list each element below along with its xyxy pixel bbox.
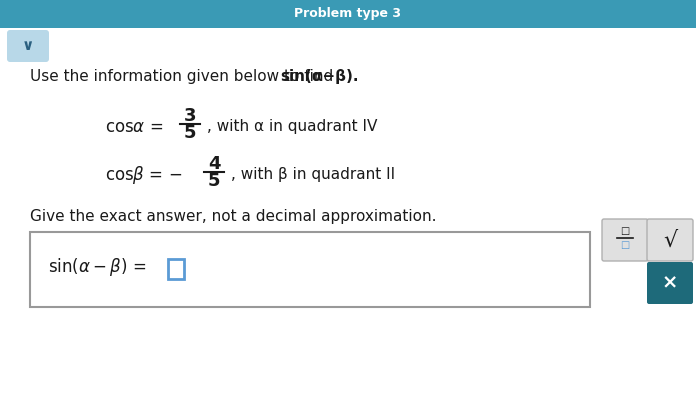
Text: , with α in quadrant IV: , with α in quadrant IV <box>207 120 377 134</box>
Text: Problem type 3: Problem type 3 <box>294 7 402 20</box>
Text: ×: × <box>662 274 678 293</box>
Text: cos$\beta$ = $-$: cos$\beta$ = $-$ <box>105 164 182 186</box>
FancyBboxPatch shape <box>7 30 49 62</box>
FancyBboxPatch shape <box>647 219 693 261</box>
Bar <box>0 0 696 28</box>
Text: □: □ <box>620 240 630 250</box>
Text: □: □ <box>620 226 630 236</box>
FancyBboxPatch shape <box>30 232 590 307</box>
FancyBboxPatch shape <box>647 262 693 304</box>
Text: 4: 4 <box>207 155 220 173</box>
Bar <box>168 259 184 279</box>
Text: 5: 5 <box>207 172 220 190</box>
Text: 3: 3 <box>184 107 196 125</box>
Text: 5: 5 <box>184 124 196 142</box>
Text: sin(α−β).: sin(α−β). <box>280 70 358 85</box>
Text: √: √ <box>663 231 677 251</box>
Text: ∨: ∨ <box>22 39 34 53</box>
Text: cos$\alpha$ =: cos$\alpha$ = <box>105 118 164 136</box>
Text: Use the information given below to find: Use the information given below to find <box>30 70 338 85</box>
Text: sin$(\alpha - \beta)$ =: sin$(\alpha - \beta)$ = <box>48 256 146 278</box>
FancyBboxPatch shape <box>602 219 648 261</box>
Text: , with β in quadrant II: , with β in quadrant II <box>231 168 395 182</box>
Text: Give the exact answer, not a decimal approximation.: Give the exact answer, not a decimal app… <box>30 210 436 225</box>
